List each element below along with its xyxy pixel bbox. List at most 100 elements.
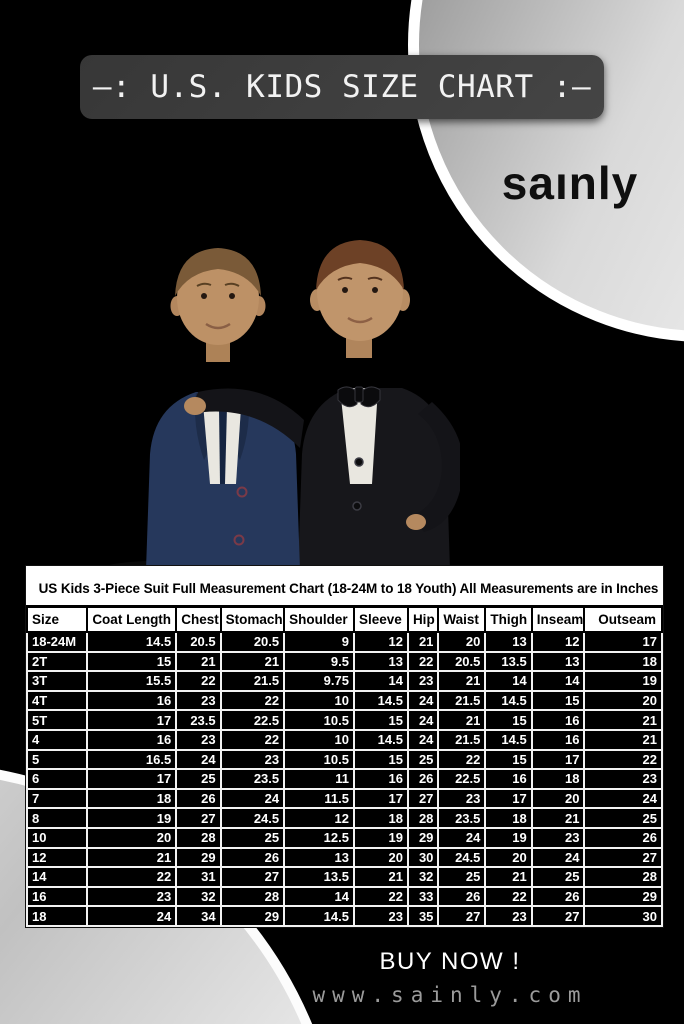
measurement-cell: 22 [352, 885, 409, 908]
measurement-cell: 17 [86, 768, 178, 790]
size-chart-card: US Kids 3-Piece Suit Full Measurement Ch… [25, 565, 664, 928]
measurement-cell: 20 [437, 631, 487, 653]
measurement-cell: 21 [583, 709, 663, 731]
measurement-cell: 24 [406, 689, 440, 712]
column-header-inseam: Inseam [530, 605, 586, 633]
measurement-cell: 12 [530, 631, 586, 653]
measurement-cell: 20 [352, 846, 409, 869]
measurement-cell: 24.5 [219, 807, 286, 829]
size-cell: 6 [25, 768, 89, 790]
measurement-cell: 14.5 [352, 728, 409, 751]
measurement-cell: 27 [530, 905, 586, 927]
measurement-cell: 25 [219, 826, 286, 849]
measurement-cell: 19 [484, 826, 533, 849]
measurement-cell: 18 [352, 807, 409, 829]
measurement-cell: 14 [530, 670, 586, 692]
table-row: 16 23 32 28 14 22 33 26 22 26 29 [25, 885, 663, 908]
measurement-cell: 23 [219, 748, 286, 771]
column-header-thigh: Thigh [484, 605, 533, 633]
measurement-cell: 22 [175, 670, 222, 692]
measurement-cell: 25 [175, 768, 222, 790]
measurement-cell: 20.5 [219, 631, 286, 653]
measurement-cell: 16 [484, 768, 533, 790]
measurement-cell: 31 [175, 866, 222, 888]
measurement-cell: 17 [530, 748, 586, 771]
measurement-cell: 21 [437, 670, 487, 692]
measurement-cell: 13 [352, 650, 409, 673]
measurement-cell: 21 [406, 631, 440, 653]
boys-suits-photo [108, 240, 460, 570]
measurement-cell: 24 [406, 728, 440, 751]
size-cell: 12 [25, 846, 89, 869]
measurement-cell: 16.5 [86, 748, 178, 771]
measurement-cell: 15 [530, 689, 586, 712]
measurement-cell: 15 [484, 748, 533, 771]
measurement-cell: 23 [530, 826, 586, 849]
measurement-cell: 15 [484, 709, 533, 731]
measurement-cell: 10.5 [283, 748, 355, 771]
measurement-cell: 17 [583, 631, 663, 653]
size-cell: 14 [25, 866, 89, 888]
size-cell: 18 [25, 905, 89, 927]
left-boy [146, 338, 300, 570]
measurement-cell: 18 [484, 807, 533, 829]
measurement-cell: 26 [583, 826, 663, 849]
column-header-waist: Waist [437, 605, 487, 633]
measurement-cell: 23 [175, 728, 222, 751]
measurement-cell: 26 [530, 885, 586, 908]
measurement-cell: 22 [219, 689, 286, 712]
measurement-cell: 22.5 [219, 709, 286, 731]
measurement-cell: 21 [484, 866, 533, 888]
size-cell: 3T [25, 670, 89, 692]
measurement-cell: 13 [530, 650, 586, 673]
measurement-cell: 28 [175, 826, 222, 849]
table-row: 8 19 27 24.5 12 18 28 23.5 18 21 25 [25, 807, 663, 829]
table-row: 4T 16 23 22 10 14.5 24 21.5 14.5 15 20 [25, 689, 663, 712]
measurement-cell: 24 [530, 846, 586, 869]
measurement-cell: 14.5 [484, 728, 533, 751]
measurement-cell: 34 [175, 905, 222, 927]
measurement-cell: 22 [219, 728, 286, 751]
measurement-cell: 16 [530, 709, 586, 731]
measurement-cell: 14.5 [484, 689, 533, 712]
measurement-cell: 23 [86, 885, 178, 908]
measurement-cell: 21 [86, 846, 178, 869]
measurement-cell: 27 [583, 846, 663, 869]
table-row: 4 16 23 22 10 14.5 24 21.5 14.5 16 21 [25, 728, 663, 751]
column-header-outseam: Outseam [583, 605, 663, 633]
measurement-cell: 9.75 [283, 670, 355, 692]
footer: BUY NOW ! www.sainly.com [240, 948, 660, 1007]
table-row: 6 17 25 23.5 11 16 26 22.5 16 18 23 [25, 768, 663, 790]
measurement-cell: 23 [352, 905, 409, 927]
measurement-cell: 25 [437, 866, 487, 888]
measurement-cell: 21 [219, 650, 286, 673]
measurement-cell: 23 [484, 905, 533, 927]
buy-now-label[interactable]: BUY NOW ! [379, 948, 521, 975]
measurement-cell: 28 [406, 807, 440, 829]
table-row: 18-24M 14.5 20.5 20.5 9 12 21 20 13 12 17 [25, 631, 663, 653]
table-row: 3T 15.5 22 21.5 9.75 14 23 21 14 14 19 [25, 670, 663, 692]
measurement-cell: 15 [352, 748, 409, 771]
measurement-cell: 32 [406, 866, 440, 888]
title-banner: –: U.S. KIDS SIZE CHART :– [80, 55, 604, 119]
size-cell: 16 [25, 885, 89, 908]
size-cell: 2T [25, 650, 89, 673]
measurement-cell: 27 [406, 787, 440, 810]
measurement-cell: 24 [583, 787, 663, 810]
measurement-cell: 23.5 [175, 709, 222, 731]
measurement-cell: 17 [484, 787, 533, 810]
measurement-cell: 12 [352, 631, 409, 653]
column-header-chest: Chest [175, 605, 222, 633]
website-link[interactable]: www.sainly.com [312, 983, 588, 1007]
table-row: 5T 17 23.5 22.5 10.5 15 24 21 15 16 21 [25, 709, 663, 731]
measurement-cell: 21 [437, 709, 487, 731]
measurement-cell: 14 [352, 670, 409, 692]
measurement-cell: 24 [437, 826, 487, 849]
measurement-cell: 29 [406, 826, 440, 849]
measurement-cell: 25 [583, 807, 663, 829]
measurement-cell: 15 [352, 709, 409, 731]
measurement-cell: 16 [352, 768, 409, 790]
measurement-cell: 29 [175, 846, 222, 869]
measurement-cell: 20 [484, 846, 533, 869]
measurement-cell: 20 [583, 689, 663, 712]
